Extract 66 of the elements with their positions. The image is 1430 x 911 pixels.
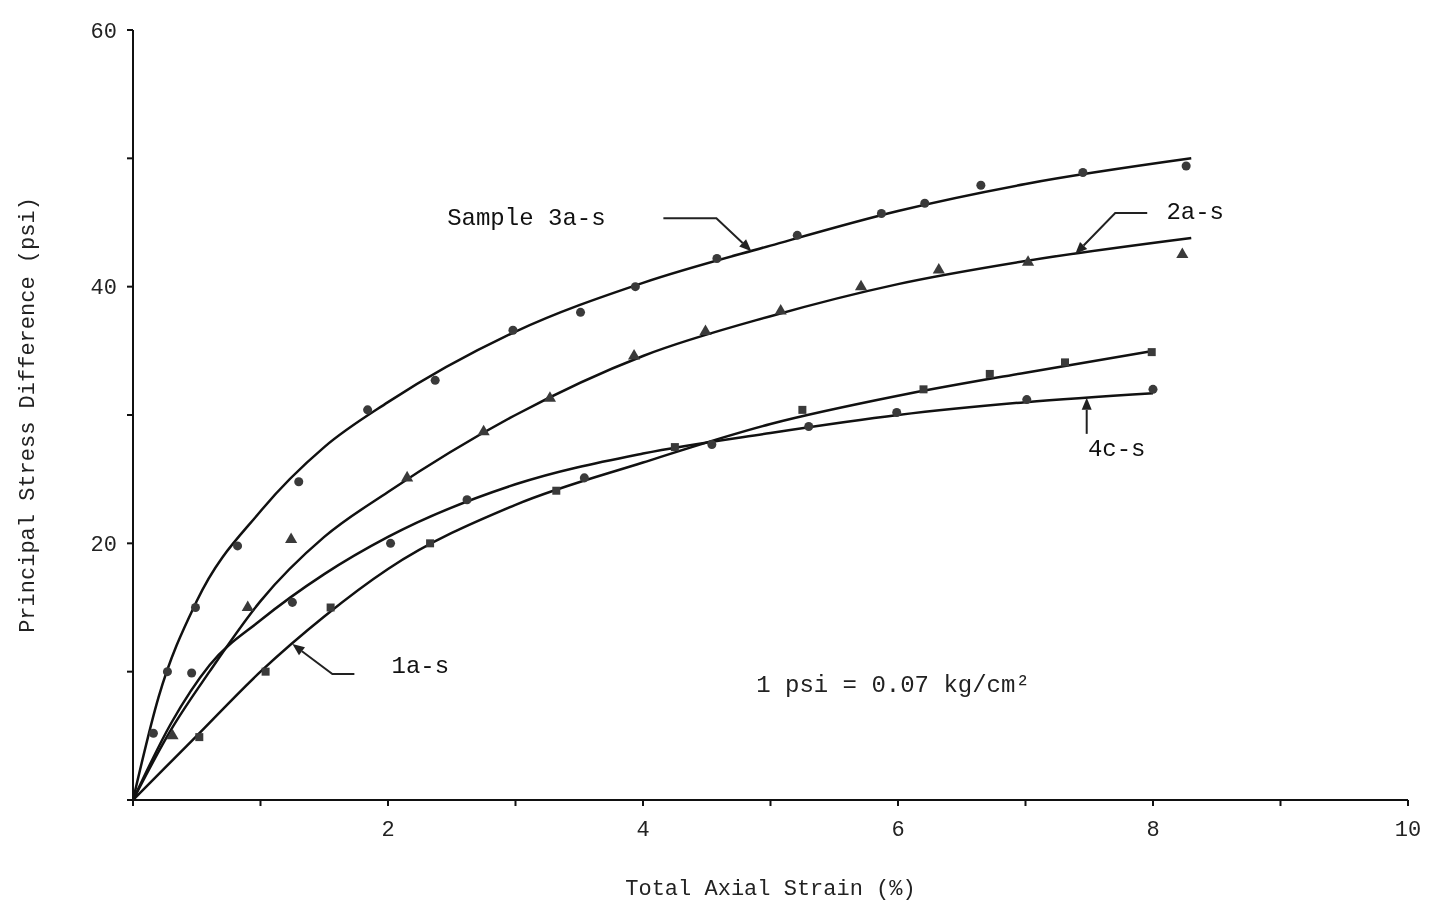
point <box>707 440 717 450</box>
point <box>187 668 197 678</box>
x-tick-label: 4 <box>636 817 650 843</box>
point <box>932 262 945 274</box>
point <box>166 728 179 740</box>
point <box>576 307 586 317</box>
point <box>401 470 414 482</box>
point <box>462 495 472 505</box>
point <box>1147 348 1156 357</box>
point <box>1022 395 1032 405</box>
x-tick-label: 10 <box>1394 817 1422 843</box>
point <box>477 424 490 436</box>
point <box>670 443 679 452</box>
point <box>876 209 886 219</box>
point <box>430 375 440 385</box>
point <box>552 486 561 495</box>
point <box>363 405 373 415</box>
point <box>386 538 396 548</box>
point <box>920 198 930 208</box>
point <box>628 348 641 360</box>
point <box>508 325 518 335</box>
point <box>976 180 986 190</box>
point <box>261 667 270 676</box>
point <box>712 253 722 263</box>
point <box>985 369 994 378</box>
point <box>426 539 435 548</box>
point <box>190 602 200 613</box>
y-tick-label: 20 <box>90 533 117 559</box>
point <box>1078 167 1088 177</box>
point <box>854 279 868 291</box>
point <box>798 405 807 414</box>
x-tick-label: 6 <box>891 817 905 843</box>
text: Sample 3a-s <box>447 204 606 232</box>
x-tick-label: 8 <box>1146 817 1160 843</box>
point <box>1021 255 1035 266</box>
y-tick-label: 60 <box>90 19 117 45</box>
point <box>1061 358 1070 367</box>
text: 1a-s <box>391 653 450 681</box>
point <box>241 600 254 612</box>
point <box>804 422 814 432</box>
point <box>1181 161 1191 171</box>
series-label: 4c-s <box>1087 436 1146 464</box>
series-label: 2a-s <box>1166 199 1225 227</box>
point <box>774 304 787 315</box>
point <box>699 324 712 336</box>
point <box>543 391 556 402</box>
point <box>287 597 297 607</box>
point <box>294 477 304 487</box>
point <box>892 407 902 417</box>
point <box>233 541 243 551</box>
point <box>148 728 158 738</box>
point <box>630 282 640 292</box>
point <box>1176 247 1189 259</box>
x-axis-title: Total Axial Strain (%) <box>625 877 916 902</box>
x-tick-label: 2 <box>381 817 395 843</box>
point <box>919 385 928 394</box>
annotation: 1 psi = 0.07 kg/cm² <box>756 672 1030 700</box>
point <box>285 532 298 543</box>
y-tick-label: 40 <box>90 276 117 302</box>
y-axis-title: Principal Stress Difference (psi) <box>15 197 41 633</box>
point <box>792 230 802 240</box>
point <box>162 667 172 677</box>
point <box>1148 384 1158 394</box>
point <box>195 733 204 742</box>
point <box>326 603 335 612</box>
point <box>579 473 589 483</box>
